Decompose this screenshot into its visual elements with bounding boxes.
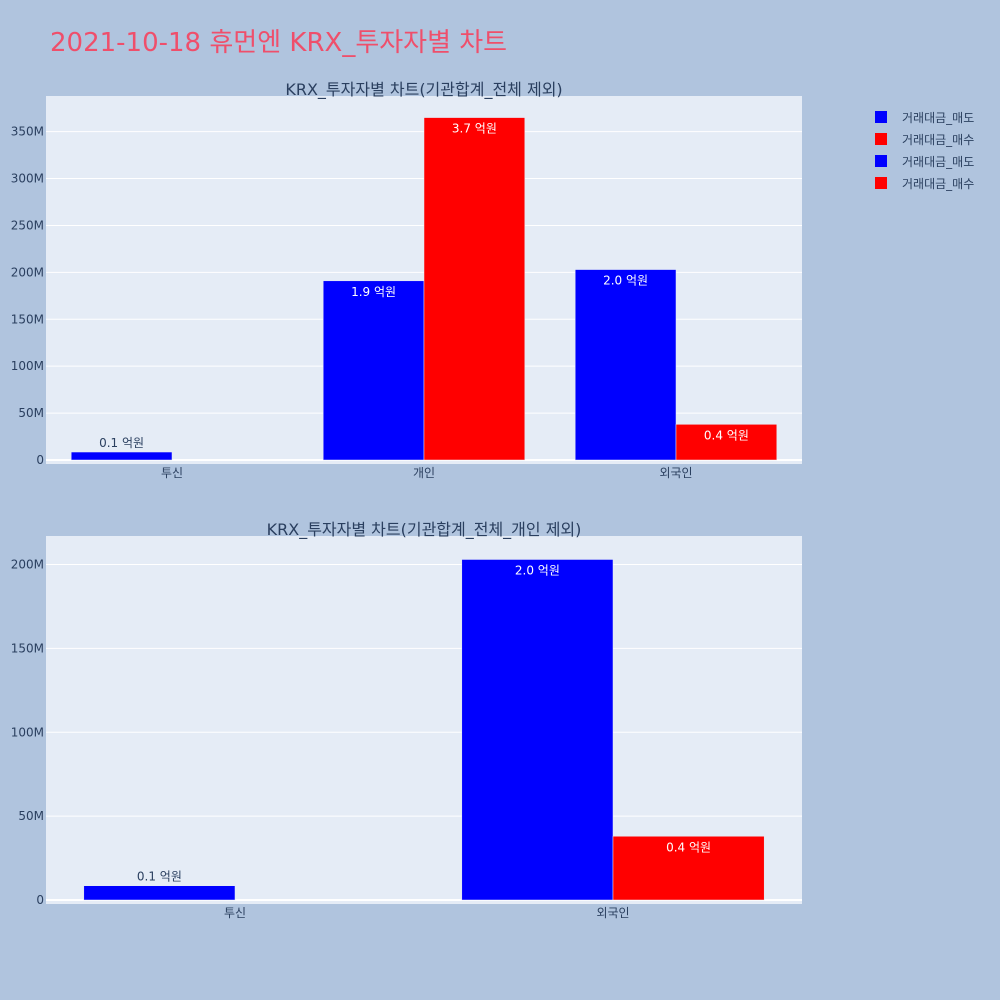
legend-label: 거래대금_매도 (902, 154, 975, 169)
legend-swatch (875, 133, 887, 145)
bar (322, 280, 425, 461)
y-tick-label: 0 (36, 893, 44, 907)
legend-swatch (875, 177, 887, 189)
y-tick-label: 200M (11, 265, 44, 279)
chart-title: KRX_투자자별 차트(기관합계_전체 제외) (285, 80, 562, 100)
bar (675, 424, 778, 461)
page-title: 2021-10-18 휴먼엔 KRX_투자자별 차트 (50, 28, 508, 58)
legend: 거래대금_매도 거래대금_매수 거래대금_매도 거래대금_매수 (875, 106, 974, 194)
legend-item[interactable]: 거래대금_매도 (875, 106, 974, 128)
legend-label: 거래대금_매도 (902, 110, 975, 125)
y-tick-label: 0 (36, 453, 44, 467)
y-tick-label: 350M (11, 125, 44, 139)
x-tick-label: 외국인 (596, 906, 629, 920)
y-tick-label: 50M (18, 406, 44, 420)
y-tick-label: 150M (11, 641, 44, 655)
x-tick-label: 개인 (413, 466, 435, 480)
bar (70, 451, 173, 461)
data-label: 2.0 억원 (515, 563, 560, 577)
y-tick-label: 150M (11, 312, 44, 326)
data-label: 1.9 억원 (351, 285, 396, 299)
y-tick-label: 100M (11, 725, 44, 739)
data-label: 0.1 억원 (137, 870, 182, 884)
bar (423, 117, 526, 461)
y-tick-label: 300M (11, 172, 44, 186)
y-tick-label: 50M (18, 809, 44, 823)
data-label: 3.7 억원 (452, 122, 497, 136)
data-label: 0.4 억원 (704, 428, 749, 442)
y-tick-label: 200M (11, 558, 44, 572)
legend-label: 거래대금_매수 (902, 176, 975, 191)
data-label: 2.0 억원 (603, 274, 648, 288)
y-tick-label: 250M (11, 218, 44, 232)
x-tick-label: 투신 (224, 906, 246, 920)
data-label: 0.1 억원 (99, 436, 144, 450)
chart-title: KRX_투자자별 차트(기관합계_전체_개인 제외) (267, 520, 582, 540)
legend-swatch (875, 155, 887, 167)
data-label: 0.4 억원 (666, 840, 711, 854)
legend-swatch (875, 111, 887, 123)
y-tick-label: 100M (11, 359, 44, 373)
bar (83, 885, 236, 901)
x-tick-label: 투신 (161, 466, 183, 480)
legend-item[interactable]: 거래대금_매수 (875, 172, 974, 194)
x-tick-label: 외국인 (659, 466, 692, 480)
legend-item[interactable]: 거래대금_매도 (875, 150, 974, 172)
bar (461, 559, 614, 901)
bar (574, 269, 677, 461)
legend-item[interactable]: 거래대금_매수 (875, 128, 974, 150)
bar (612, 836, 765, 901)
legend-label: 거래대금_매수 (902, 132, 975, 147)
